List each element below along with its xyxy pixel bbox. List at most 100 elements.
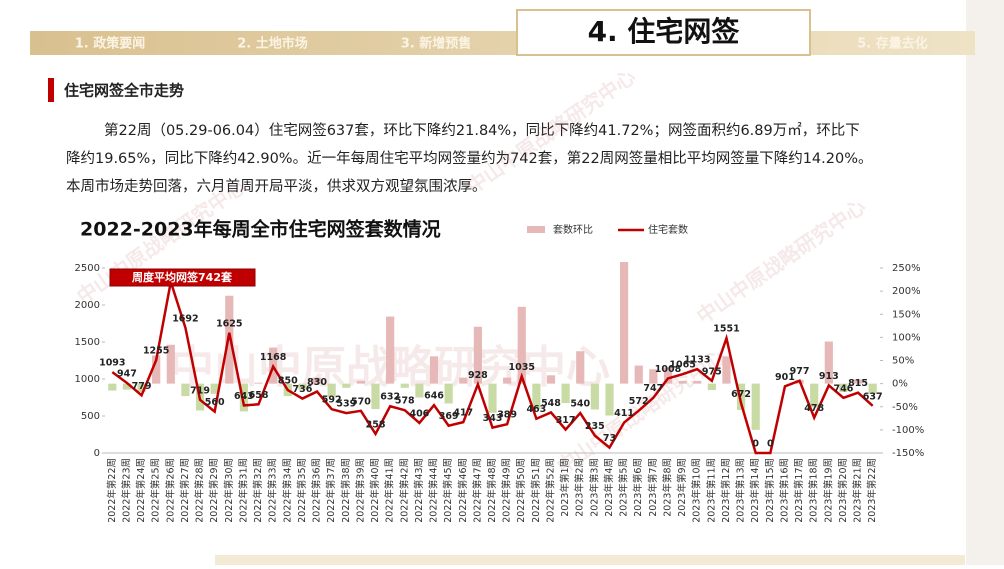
data-label: 1551 xyxy=(713,324,739,335)
x-tick-label: 2022年第43周 xyxy=(413,458,425,523)
nav-bar xyxy=(30,31,975,55)
bar xyxy=(693,380,702,384)
data-label: 0 xyxy=(752,439,759,450)
data-label: 975 xyxy=(702,366,722,377)
data-label: 560 xyxy=(205,397,225,408)
y-tick-label: 500 xyxy=(81,411,100,422)
legend-label: 套数环比 xyxy=(553,223,593,236)
bar xyxy=(400,383,409,388)
x-tick-label: 2022年第42周 xyxy=(398,458,410,523)
x-tick-label: 2022年第52周 xyxy=(544,458,556,523)
bar xyxy=(663,367,673,384)
bar xyxy=(210,383,219,394)
legend-label: 住宅套数 xyxy=(648,223,688,236)
x-tick-label: 2023年第22周 xyxy=(866,458,878,523)
bar xyxy=(225,295,234,384)
x-tick-label: 2022年第30周 xyxy=(223,458,235,523)
data-label: 913 xyxy=(819,371,839,382)
x-tick-label: 2022年第46周 xyxy=(457,458,469,523)
data-label: 632 xyxy=(380,392,400,403)
data-label: 1065 xyxy=(669,360,695,371)
nav-tab[interactable]: 3. 新增预售 xyxy=(401,36,472,52)
y2-tick-label: -50% xyxy=(892,402,918,413)
x-tick-label: 2023年第17周 xyxy=(793,458,805,523)
x-tick-label: 2022年第27周 xyxy=(179,458,191,523)
bar xyxy=(561,383,570,404)
legend-swatch xyxy=(527,226,545,233)
data-label: 369 xyxy=(439,411,459,422)
y2-tick-label: 250% xyxy=(892,263,921,274)
bar xyxy=(298,383,307,390)
data-label: 643 xyxy=(234,391,254,402)
nav-tab[interactable]: 5. 存量去化 xyxy=(857,36,928,52)
y-tick-label: 1000 xyxy=(75,374,100,385)
nav-tab[interactable]: 4. 住宅网签 xyxy=(588,15,740,48)
x-tick-label: 2022年第50周 xyxy=(515,458,527,523)
section-title: 住宅网签全市走势 xyxy=(64,82,184,100)
x-tick-label: 2023年第9周 xyxy=(676,458,688,517)
x-tick-label: 2023年第1周 xyxy=(559,458,571,517)
bar xyxy=(152,355,161,384)
nav-tab[interactable]: 2. 土地市场 xyxy=(237,36,308,52)
x-tick-label: 2022年第28周 xyxy=(194,458,206,523)
data-label: 646 xyxy=(424,391,444,402)
x-tick-label: 2022年第29周 xyxy=(208,458,220,523)
data-label: 1008 xyxy=(655,364,682,375)
bar xyxy=(108,383,117,391)
x-tick-label: 2022年第25周 xyxy=(150,458,162,523)
x-tick-label: 2023年第20周 xyxy=(837,458,849,523)
bar xyxy=(839,383,848,392)
bar xyxy=(386,316,395,384)
bar xyxy=(517,306,526,384)
x-tick-label: 2023年第4周 xyxy=(603,458,615,517)
y2-tick-label: 150% xyxy=(892,309,921,320)
paragraph-line: 第22周（05.29-06.04）住宅网签637套，环比下降约21.84%，同比… xyxy=(104,121,860,139)
paragraph-line: 本周市场走势回落，六月首周开局平淡，供求双方观望氛围浓厚。 xyxy=(66,178,487,195)
bottom-decoration xyxy=(215,555,965,565)
bar xyxy=(751,383,760,430)
x-tick-label: 2022年第45周 xyxy=(442,458,454,523)
annotation-box xyxy=(109,268,256,287)
bar xyxy=(444,383,453,404)
x-tick-label: 2022年第33周 xyxy=(267,458,279,523)
paragraph-line: 降约19.65%，同比下降约42.90%。近一年每周住宅平均网签量约为742套，… xyxy=(66,149,873,167)
x-tick-label: 2023年第6周 xyxy=(632,458,644,517)
data-label: 258 xyxy=(366,419,386,430)
data-label: 1625 xyxy=(216,318,242,329)
x-tick-label: 2023年第7周 xyxy=(647,458,659,517)
y-tick-label: 0 xyxy=(94,448,100,459)
nav-tab[interactable]: 1. 政策要闻 xyxy=(75,36,146,52)
data-label: 658 xyxy=(249,390,269,401)
bar xyxy=(736,383,746,410)
x-tick-label: 2022年第51周 xyxy=(530,458,542,523)
data-label: 0 xyxy=(767,439,774,450)
bar xyxy=(459,377,468,384)
data-label: 779 xyxy=(132,381,152,392)
x-tick-label: 2022年第24周 xyxy=(135,458,147,523)
bar xyxy=(122,383,132,390)
bar xyxy=(853,379,863,384)
y-tick-label: 2000 xyxy=(75,300,100,311)
x-tick-label: 2022年第36周 xyxy=(311,458,323,523)
x-tick-label: 2022年第48周 xyxy=(486,458,498,523)
data-label: 815 xyxy=(848,378,868,389)
x-tick-label: 2023年第5周 xyxy=(618,458,630,517)
data-label: 901 xyxy=(775,372,795,383)
x-tick-label: 2022年第39周 xyxy=(354,458,366,523)
bar xyxy=(634,365,643,384)
x-tick-label: 2023年第21周 xyxy=(852,458,864,523)
x-tick-label: 2022年第49周 xyxy=(501,458,513,523)
y-tick-label: 2500 xyxy=(75,263,100,274)
data-label: 592 xyxy=(322,395,342,406)
bar xyxy=(356,380,365,384)
x-tick-label: 2022年第23周 xyxy=(120,458,132,523)
bar xyxy=(488,383,497,413)
data-label: 1035 xyxy=(509,362,535,373)
bar xyxy=(254,382,263,384)
data-label: 1168 xyxy=(260,352,287,363)
x-tick-label: 2023年第19周 xyxy=(822,458,834,523)
x-tick-label: 2023年第15周 xyxy=(764,458,776,523)
x-tick-label: 2022年第37周 xyxy=(325,458,337,523)
